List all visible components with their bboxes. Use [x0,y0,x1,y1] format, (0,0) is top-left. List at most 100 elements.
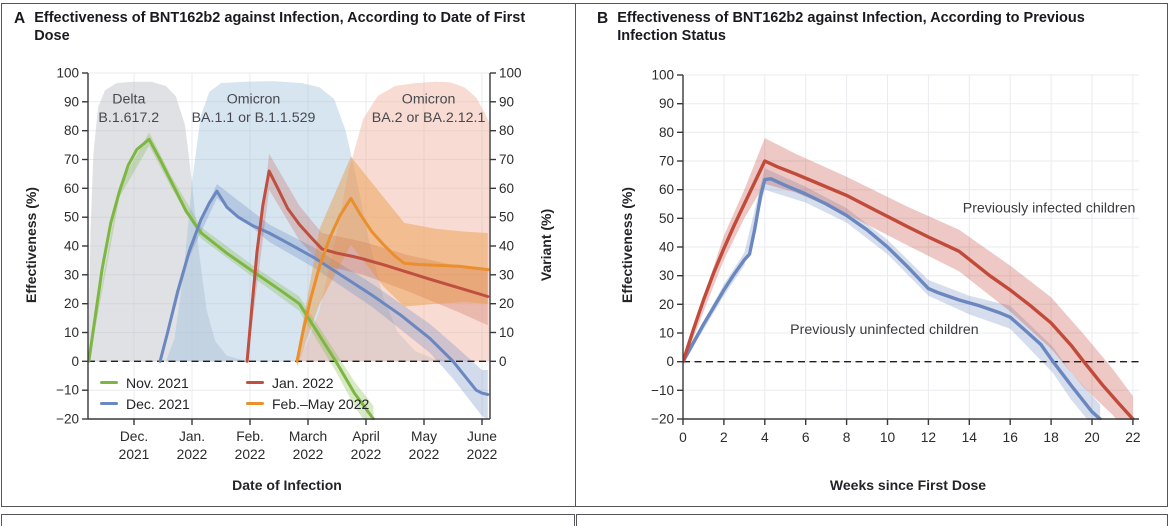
svg-text:20: 20 [499,296,514,311]
svg-text:10: 10 [64,325,79,340]
confidence-band-prev-infected [683,138,1133,420]
svg-text:−20: −20 [651,412,674,427]
legend-label-jan-2022: Jan. 2022 [272,374,334,391]
legend-swatch-jan-2022 [246,380,264,385]
legend-swatch-dec-2021 [100,401,118,406]
svg-text:80: 80 [499,123,514,138]
svg-text:20: 20 [64,296,79,311]
svg-text:18: 18 [1043,430,1059,445]
svg-text:10: 10 [499,325,514,340]
panel-a-title-text: Effectiveness of BNT162b2 against Infect… [34,10,526,45]
svg-text:70: 70 [659,154,674,169]
svg-text:100: 100 [56,66,79,81]
svg-text:0: 0 [679,430,687,445]
svg-text:Dec.2021: Dec. 2021 [119,429,150,462]
panel-a-xlabel: Date of Infection [232,477,342,493]
svg-text:10: 10 [659,326,674,341]
svg-text:−10: −10 [651,383,674,398]
panel-a-title: A Effectiveness of BNT162b2 against Infe… [14,9,534,45]
panel-a-chart: 1009080706050403020100−10−20100908070605… [56,66,522,463]
svg-text:80: 80 [64,123,79,138]
x-tick-labels: 0 2 4 6 8 10 12 14 16 18 20 22 [679,430,1140,445]
figure-frame [1,3,1168,507]
axes [677,74,1139,425]
x-tick-labels: Dec. 2021 Jan. 2022 Feb. 2022 March 2022 April 20… [119,429,498,462]
svg-text:14: 14 [962,430,978,445]
svg-text:20: 20 [1084,430,1100,445]
svg-text:6: 6 [802,430,810,445]
series-line-prev-infected [683,159,1135,420]
panel-a-label: A [14,10,26,27]
svg-text:30: 30 [499,267,514,282]
svg-text:50: 50 [64,210,79,225]
svg-text:30: 30 [64,267,79,282]
legend-swatch-nov-2021 [100,380,118,385]
legend-item-jan-2022: Jan. 2022 [246,375,369,391]
svg-text:−10: −10 [56,383,79,398]
panel-divider [575,3,576,507]
svg-text:Feb.2022: Feb. 2022 [235,429,266,462]
variant-region-delta [88,81,248,362]
svg-text:40: 40 [64,239,79,254]
svg-text:0: 0 [499,354,507,369]
svg-text:0: 0 [666,354,674,369]
svg-text:0: 0 [71,354,79,369]
series-line-jan-2022 [245,169,490,363]
svg-text:2: 2 [720,430,728,445]
svg-text:22: 22 [1125,430,1140,445]
legend-label-nov-2021: Nov. 2021 [126,374,189,391]
svg-text:60: 60 [499,181,514,196]
variant-region-omicron-ba2 [296,81,489,362]
svg-text:Jan.2022: Jan. 2022 [177,429,208,462]
svg-text:90: 90 [64,94,79,109]
svg-text:50: 50 [499,210,514,225]
legend-label-feb-may-2022: Feb.–May 2022 [272,395,370,412]
svg-text:100: 100 [651,68,674,83]
svg-text:100: 100 [499,66,522,81]
axes [82,72,496,425]
svg-text:70: 70 [64,152,79,167]
svg-text:90: 90 [659,96,674,111]
series-line-prev-uninfected [683,177,1102,420]
panel-b-label: B [597,10,609,27]
svg-text:60: 60 [659,182,674,197]
series-line-dec-2021 [158,189,490,396]
legend-item-dec-2021: Dec. 2021 [100,396,246,412]
panel-b-title-text: Effectiveness of BNT162b2 against Infect… [617,10,1085,45]
variant-region-omicron-ba1 [165,81,453,362]
legend-label-dec-2021: Dec. 2021 [126,395,190,412]
svg-text:12: 12 [921,430,936,445]
svg-text:16: 16 [1003,430,1019,445]
svg-text:8: 8 [843,430,851,445]
svg-text:−20: −20 [56,412,79,427]
svg-text:90: 90 [499,94,514,109]
svg-text:80: 80 [659,125,674,140]
svg-text:60: 60 [64,181,79,196]
svg-text:50: 50 [659,211,674,226]
series-line-feb-may-2022 [295,196,490,363]
svg-text:4: 4 [761,430,769,445]
svg-text:40: 40 [659,240,674,255]
legend-item-feb-may-2022: Feb.–May 2022 [246,396,369,412]
variant-label-omicron-ba1: Omicron BA.1.1 or B.1.1.529 [192,91,316,126]
legend-swatch-feb-may-2022 [246,401,264,406]
next-row-panel-left-stub [1,514,575,526]
panel-b-title: B Effectiveness of BNT162b2 against Infe… [597,9,1149,45]
svg-text:30: 30 [659,268,674,283]
svg-text:10: 10 [880,430,896,445]
panel-b-xlabel: Weeks since First Dose [829,477,987,493]
next-row-panel-right-stub [576,514,1168,526]
svg-text:40: 40 [499,239,514,254]
variant-label-omicron-ba2: Omicron BA.2 or BA.2.12.1 [372,91,486,126]
annotation: Previously infected children [963,201,1136,217]
svg-text:20: 20 [659,297,674,312]
svg-text:70: 70 [499,152,514,167]
